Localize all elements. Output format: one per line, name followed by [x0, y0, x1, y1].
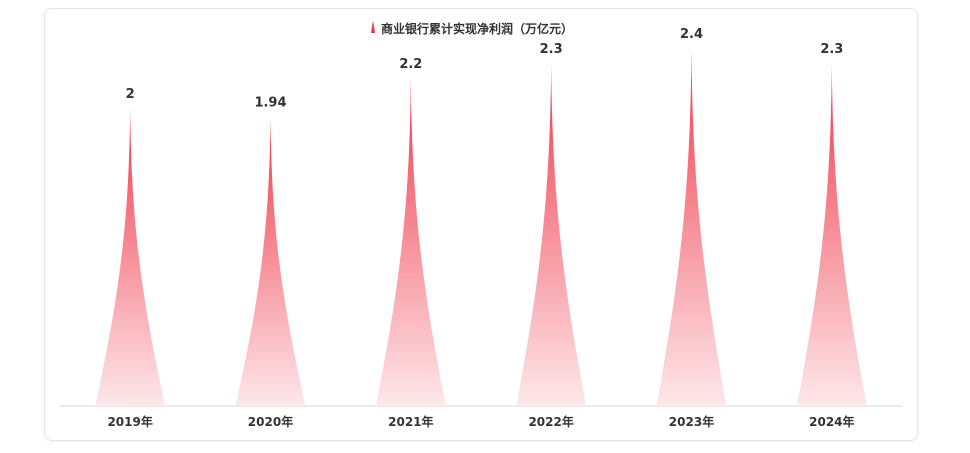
bar-2021年: [375, 77, 446, 406]
x-tick-label: 2021年: [388, 414, 433, 429]
value-label: 2.3: [820, 42, 843, 57]
legend-label: 商业银行累计实现净利润（万亿元）: [381, 21, 573, 36]
value-label: 2: [126, 87, 135, 102]
chart-legend: 商业银行累计实现净利润（万亿元）: [371, 21, 573, 36]
value-label: 2.4: [680, 27, 703, 42]
bar-2022年: [516, 63, 587, 406]
x-tick-label: 2024年: [809, 414, 854, 429]
value-label: 2.3: [540, 42, 563, 57]
legend-spike-icon: [371, 21, 375, 33]
value-label: 2.2: [399, 57, 422, 72]
x-tick-label: 2019年: [107, 414, 152, 429]
bar-2020年: [235, 116, 306, 406]
value-label: 1.94: [254, 96, 286, 111]
bar-2019年: [95, 107, 166, 407]
x-tick-label: 2022年: [528, 414, 573, 429]
chart-card: [44, 8, 918, 441]
x-tick-label: 2023年: [669, 414, 714, 429]
bar-2024年: [796, 63, 867, 406]
bar-2023年: [656, 48, 727, 406]
x-tick-label: 2020年: [248, 414, 293, 429]
